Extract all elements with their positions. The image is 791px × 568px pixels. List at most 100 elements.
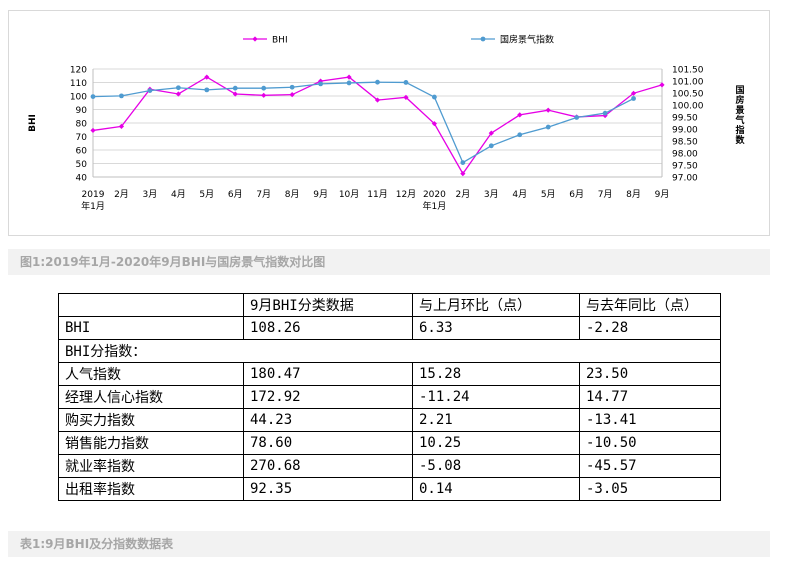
x-tick-label: 7月 [598,189,613,200]
data-point-guofang [261,85,267,91]
table-row: BHI分指数： [58,339,721,363]
y-left-axis-label: BHI [28,114,38,132]
data-point-guofang [602,110,608,116]
table-row: 销售能力指数 78.60 10.25 -10.50 [58,431,721,455]
y-right-tick-label: 101.00 [672,78,704,88]
index-value-cell: 270.68 [243,454,413,478]
table-caption: 表1:9月BHI及分指数数据表 [8,531,770,557]
data-point-bhi [346,74,352,80]
table-row: BHI 108.26 6.33 -2.28 [58,316,721,340]
data-point-guofang [232,85,238,91]
y-left-tick-label: 60 [76,147,88,157]
data-point-guofang [545,124,551,130]
y-right-axis-label: 房 [735,94,744,106]
data-point-bhi [118,123,125,129]
x-tick-label: 6月 [569,189,584,200]
data-point-bhi [289,92,295,98]
table-row: 人气指数 180.47 15.28 23.50 [58,362,721,386]
x-tick-label: 10月 [339,189,359,200]
y-left-tick-label: 120 [70,66,87,76]
y-right-tick-label: 98.50 [672,138,698,148]
y-left-tick-label: 90 [76,106,88,116]
table-row: 经理人信心指数 172.92 -11.24 14.77 [58,385,721,409]
legend-label: 国房景气指数 [500,34,554,46]
legend-marker [480,36,486,42]
bhi-comparison-chart: 40 50 60 70 80 90 100 110 120 97.00 97.50 98.00 98.5… [28,34,745,213]
y-right-axis-label: 指 [735,124,744,136]
data-point-bhi [517,112,523,118]
index-yoy-cell: -10.50 [579,431,721,455]
x-tick-label: 8月 [626,189,641,200]
index-name-cell: 就业率指数 [58,454,244,478]
data-point-guofang [204,87,210,93]
legend-label: BHI [272,36,288,46]
table-header-cell: 与上月环比（点） [412,293,580,317]
y-right-axis-label: 景 [735,105,744,116]
x-tick-label: 8月 [285,189,300,200]
data-point-bhi [659,82,665,88]
table-header-cell: 与去年同比（点） [579,293,721,317]
index-mom-cell: -11.24 [412,385,580,409]
x-tick-label: 6月 [228,189,243,200]
table-row: 就业率指数 270.68 -5.08 -45.57 [58,454,721,478]
data-point-bhi [175,91,181,97]
data-point-guofang [432,94,437,100]
x-tick-label: 11月 [367,189,387,200]
y-left-tick-label: 80 [76,120,88,130]
index-value-cell: 92.35 [243,477,413,501]
index-yoy-cell: -45.57 [579,454,721,478]
data-point-guofang [460,160,466,166]
y-right-axis-label: 国 [735,85,744,96]
index-mom-cell: 6.33 [412,316,580,340]
x-tick-label: 2020 [423,190,446,200]
table-section-cell: BHI分指数： [58,339,721,363]
data-point-bhi [261,92,267,98]
index-yoy-cell: 14.77 [579,385,721,409]
x-tick-label: 年1月 [423,200,447,212]
chart-frame: 40 50 60 70 80 90 100 110 120 97.00 97.50 98.00 98.5… [8,10,770,236]
index-mom-cell: -5.08 [412,454,580,478]
data-point-guofang [175,85,181,91]
y-left-tick-label: 100 [70,93,87,103]
index-name-cell: BHI [58,316,244,340]
index-yoy-cell: -2.28 [579,316,721,340]
x-tick-label: 2月 [114,189,129,200]
figure-caption: 图1:2019年1月-2020年9月BHI与国房景气指数对比图 [8,249,770,275]
index-value-cell: 108.26 [243,316,413,340]
table-header-cell [58,293,244,317]
x-tick-label: 4月 [171,189,186,200]
data-point-guofang [631,96,636,101]
index-mom-cell: 10.25 [412,431,580,455]
index-mom-cell: 15.28 [412,362,580,386]
y-left-tick-label: 70 [76,133,88,143]
y-right-tick-label: 99.00 [672,126,698,136]
y-right-axis-label: 气 [734,114,744,126]
y-right-tick-label: 97.50 [672,162,698,172]
x-tick-label: 5月 [541,189,556,200]
data-point-bhi [90,127,96,134]
y-right-tick-label: 101.50 [672,66,704,76]
y-left-tick-label: 110 [70,79,87,89]
table-header-row: 9月BHI分类数据 与上月环比（点） 与去年同比（点） [58,293,721,317]
legend-marker [252,36,258,42]
table-row: 出租率指数 92.35 0.14 -3.05 [58,477,721,501]
x-tick-label: 9月 [313,189,328,200]
index-value-cell: 44.23 [243,408,413,432]
data-point-guofang [403,80,409,85]
data-point-bhi [374,97,381,103]
y-right-tick-label: 100.00 [672,102,704,112]
index-name-cell: 购买力指数 [58,408,244,432]
data-point-guofang [346,80,352,86]
x-tick-label: 2月 [455,189,470,200]
x-tick-label: 5月 [199,189,214,200]
series-line-guofang [92,81,634,164]
x-tick-label: 12月 [396,189,416,200]
index-yoy-cell: 23.50 [579,362,721,386]
data-point-guofang [147,88,153,93]
data-point-guofang [375,79,380,85]
bhi-data-table: 9月BHI分类数据 与上月环比（点） 与去年同比（点） BHI 108.26 6.33 -2… [58,293,721,501]
index-name-cell: 销售能力指数 [58,431,244,455]
data-point-guofang [318,81,323,87]
data-point-bhi [488,130,494,136]
x-tick-label: 4月 [512,189,527,200]
